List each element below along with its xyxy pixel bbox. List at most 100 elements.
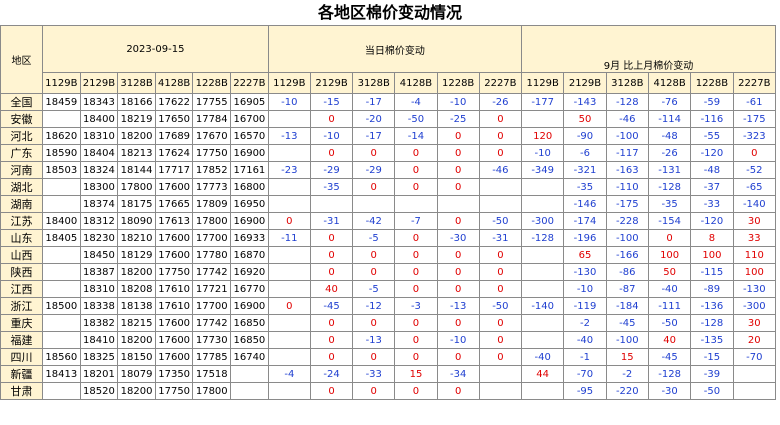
price-cell: 18400 (42, 212, 81, 230)
change-cell: -13 (436, 297, 480, 315)
change-cell: 0 (394, 229, 438, 247)
group-header: 2023-09-15 (42, 25, 269, 73)
change-cell: -5 (352, 229, 396, 247)
change-cell: -87 (605, 280, 649, 298)
change-cell: -114 (647, 110, 692, 128)
empty-cell (267, 246, 311, 264)
change-cell: -42 (352, 212, 396, 230)
price-cell: 17784 (192, 110, 232, 128)
price-cell: 18620 (42, 127, 81, 145)
region-name: 河南 (0, 161, 44, 179)
price-cell: 17780 (192, 246, 232, 264)
price-cell: 17600 (154, 348, 194, 366)
change-cell: -130 (563, 263, 607, 281)
price-cell: 17689 (154, 127, 194, 145)
change-cell: -13 (352, 331, 396, 349)
change-cell: 0 (436, 178, 480, 196)
change-cell: -76 (647, 93, 692, 111)
change-cell: 8 (690, 229, 734, 247)
region-name: 安徽 (0, 110, 44, 128)
change-cell: -140 (732, 195, 777, 213)
price-cell: 16870 (230, 246, 269, 264)
empty-cell (394, 195, 438, 213)
change-cell: -46 (478, 161, 523, 179)
change-cell: -10 (436, 93, 480, 111)
change-cell: -196 (563, 229, 607, 247)
price-cell: 17600 (154, 314, 194, 332)
price-cell: 16700 (230, 110, 269, 128)
price-cell: 18338 (79, 297, 119, 315)
column-header: 3128B (605, 72, 649, 94)
column-header: 4128B (154, 72, 194, 94)
change-cell: 0 (352, 178, 396, 196)
change-cell: -300 (732, 297, 777, 315)
price-cell: 18215 (117, 314, 156, 332)
price-cell: 17665 (154, 195, 194, 213)
change-cell: 0 (478, 348, 523, 366)
change-cell: -45 (605, 314, 649, 332)
empty-cell (42, 246, 81, 264)
price-cell: 17800 (117, 178, 156, 196)
change-cell: -37 (690, 178, 734, 196)
change-cell: -20 (352, 110, 396, 128)
price-cell: 18324 (79, 161, 119, 179)
column-header: 2129B (309, 72, 354, 94)
change-cell: 0 (436, 246, 480, 264)
price-cell: 18129 (117, 246, 156, 264)
price-cell: 18459 (42, 93, 81, 111)
price-cell: 17750 (192, 144, 232, 162)
price-cell: 17600 (154, 331, 194, 349)
change-cell: 20 (732, 331, 777, 349)
price-cell: 18200 (117, 263, 156, 281)
change-cell: -40 (647, 280, 692, 298)
change-cell: -39 (690, 365, 734, 383)
empty-cell (267, 263, 311, 281)
change-cell: 0 (647, 229, 692, 247)
change-cell: 0 (352, 348, 396, 366)
empty-cell (521, 246, 565, 264)
change-cell: 0 (394, 161, 438, 179)
change-cell: -15 (309, 93, 354, 111)
change-cell: -24 (309, 365, 354, 383)
empty-cell (732, 365, 777, 383)
column-header: 3128B (117, 72, 156, 94)
change-cell: -33 (690, 195, 734, 213)
change-cell: -90 (563, 127, 607, 145)
price-cell: 18410 (79, 331, 119, 349)
region-name: 全国 (0, 93, 44, 111)
change-cell: 15 (394, 365, 438, 383)
header-row: 1129B 2129B 3128B 4128B 1228B 2227B 1129B 2129B… (1, 72, 777, 94)
price-cell: 16770 (230, 280, 269, 298)
price-cell: 16740 (230, 348, 269, 366)
change-cell: 0 (394, 246, 438, 264)
change-cell: -14 (394, 127, 438, 145)
change-cell: 0 (394, 178, 438, 196)
price-cell: 17600 (154, 178, 194, 196)
price-cell: 18325 (79, 348, 119, 366)
price-cell: 16933 (230, 229, 269, 247)
change-cell: 0 (394, 144, 438, 162)
change-cell: -2 (605, 365, 649, 383)
change-cell: -31 (478, 229, 523, 247)
change-cell: -10 (563, 280, 607, 298)
change-cell: -130 (732, 280, 777, 298)
change-cell: -55 (690, 127, 734, 145)
change-cell: -4 (267, 365, 311, 383)
change-cell: -95 (563, 382, 607, 400)
change-cell: -228 (605, 212, 649, 230)
change-cell: -15 (690, 348, 734, 366)
empty-cell (42, 178, 81, 196)
price-cell: 18310 (79, 127, 119, 145)
change-cell: -11 (267, 229, 311, 247)
price-cell: 16905 (230, 93, 269, 111)
price-cell: 17750 (154, 263, 194, 281)
price-cell: 18200 (117, 127, 156, 145)
price-cell: 17350 (154, 365, 194, 383)
change-cell: -321 (563, 161, 607, 179)
price-cell: 17600 (154, 246, 194, 264)
change-cell: -29 (309, 161, 354, 179)
change-cell: -10 (436, 331, 480, 349)
change-cell: 30 (732, 314, 777, 332)
empty-cell (309, 195, 354, 213)
change-cell: -10 (521, 144, 565, 162)
